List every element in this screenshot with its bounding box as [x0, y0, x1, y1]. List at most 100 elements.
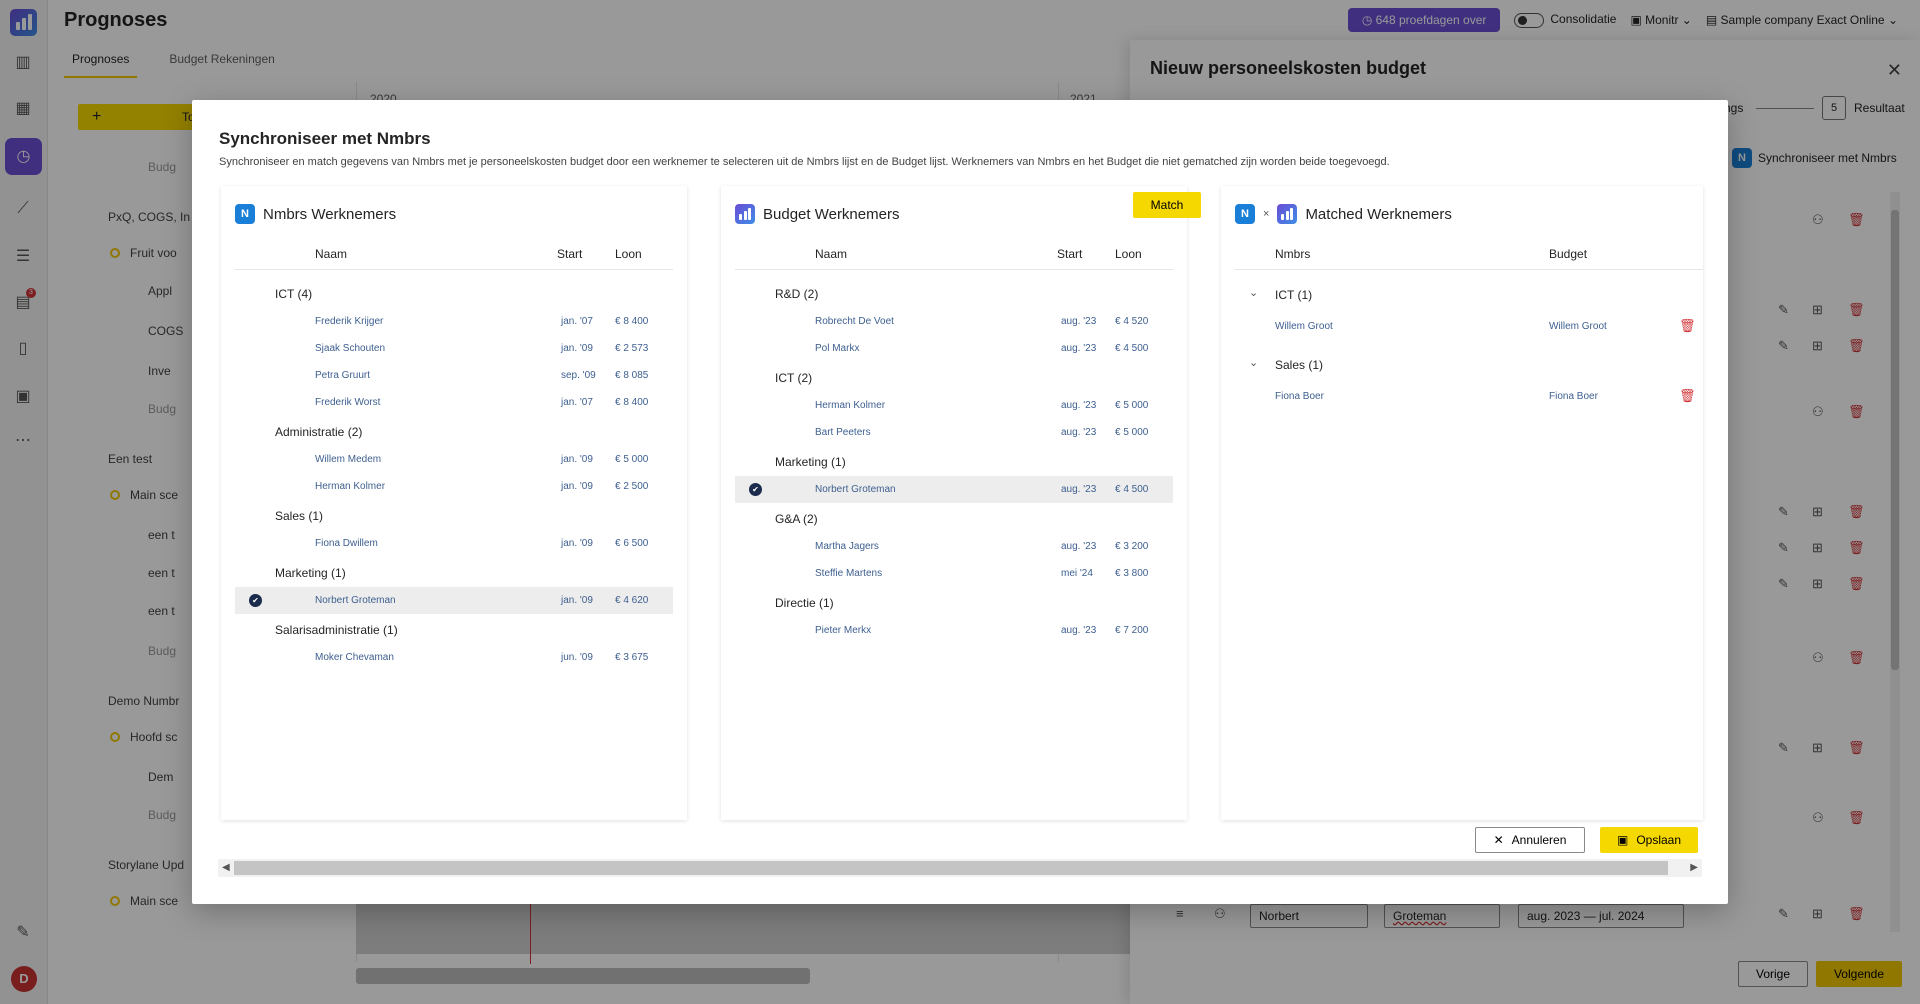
edit-icon[interactable]: ✎ [1778, 302, 1789, 317]
delete-icon[interactable]: 🗑 [1848, 302, 1865, 317]
delete-icon[interactable]: 🗑 [1679, 388, 1696, 403]
employee-row[interactable]: Moker Chevaman jun. '09 € 3 675 [235, 644, 673, 671]
tree-item[interactable]: Storylane Upd [108, 858, 185, 872]
tree-item[interactable]: Main sce [110, 488, 178, 502]
add-row-icon[interactable]: ⊞ [1812, 504, 1823, 519]
chart-icon[interactable]: ▥ [15, 54, 31, 71]
close-icon[interactable]: ✕ [1886, 60, 1902, 80]
tree-item[interactable]: Budg [148, 808, 177, 822]
edit-icon[interactable]: ✎ [1778, 540, 1789, 555]
group-header[interactable]: Marketing (1) [235, 557, 673, 587]
employee-row[interactable]: Herman Kolmer jan. '09 € 2 500 [235, 473, 673, 500]
employee-row[interactable]: Martha Jagers aug. '23 € 3 200 [735, 533, 1173, 560]
group-header[interactable]: Sales (1) [235, 500, 673, 530]
delete-icon[interactable]: 🗑 [1848, 650, 1865, 665]
previous-button[interactable]: Vorige [1738, 961, 1808, 987]
add-row-icon[interactable]: ⊞ [1812, 906, 1823, 921]
person-icon[interactable]: ⚇ [1812, 810, 1824, 825]
calculator-icon[interactable]: ▯ [18, 340, 28, 357]
edit-icon[interactable]: ✎ [1778, 504, 1789, 519]
tree-item[interactable]: Demo Numbr [108, 694, 180, 708]
add-row-icon[interactable]: ⊞ [1812, 338, 1823, 353]
employee-row[interactable]: Petra Gruurt sep. '09 € 8 085 [235, 362, 673, 389]
group-header[interactable]: ⌄ Sales (1) [1235, 348, 1703, 380]
add-row-icon[interactable]: ⊞ [1812, 302, 1823, 317]
gantt-scrollbar[interactable] [356, 968, 810, 984]
group-header[interactable]: G&A (2) [735, 503, 1173, 533]
next-button[interactable]: Volgende [1816, 961, 1902, 987]
employee-row[interactable]: Frederik Krijger jan. '07 € 8 400 [235, 308, 673, 335]
person-icon[interactable]: ⚇ [1812, 212, 1824, 227]
tree-item[interactable]: Dem [148, 770, 174, 784]
delete-icon[interactable]: 🗑 [1848, 906, 1865, 921]
step-5[interactable]: 5 [1822, 96, 1846, 120]
cancel-button[interactable]: ✕ Annuleren [1475, 827, 1585, 853]
add-row-icon[interactable]: ⊞ [1812, 740, 1823, 755]
employee-row[interactable]: Frederik Worst jan. '07 € 8 400 [235, 389, 673, 416]
tree-item[interactable]: een t [148, 566, 175, 580]
group-header[interactable]: R&D (2) [735, 278, 1173, 308]
employee-row[interactable]: Pieter Merkx aug. '23 € 7 200 [735, 617, 1173, 644]
add-row-icon[interactable]: ⊞ [1812, 540, 1823, 555]
delete-icon[interactable]: 🗑 [1848, 212, 1865, 227]
edit-icon[interactable]: ✎ [1778, 576, 1789, 591]
company-selector[interactable]: ▤ Sample company Exact Online ⌄ [1705, 13, 1898, 27]
tab-prognoses[interactable]: Prognoses [64, 52, 138, 78]
employee-row[interactable]: Willem Medem jan. '09 € 5 000 [235, 446, 673, 473]
tree-item[interactable]: PxQ, COGS, In [108, 210, 191, 224]
tree-item[interactable]: Budg [148, 402, 177, 416]
group-header[interactable]: Marketing (1) [735, 446, 1173, 476]
delete-icon[interactable]: 🗑 [1848, 740, 1865, 755]
app-logo[interactable] [10, 9, 37, 36]
group-header[interactable]: ICT (2) [735, 362, 1173, 392]
chevron-down-icon[interactable]: ⌄ [1249, 357, 1259, 369]
sync-nmbrs-link[interactable]: N Synchroniseer met Nmbrs [1732, 148, 1897, 168]
group-header[interactable]: Directie (1) [735, 587, 1173, 617]
forecast-icon[interactable]: ◷ [5, 138, 42, 175]
tree-item[interactable]: Appl [148, 284, 173, 298]
feedback-icon[interactable]: ✎ [16, 924, 30, 941]
more-icon[interactable]: ⋯ [15, 432, 31, 449]
horizontal-scrollbar[interactable]: ◀ ▶ [218, 859, 1702, 877]
employee-row[interactable]: Pol Markx aug. '23 € 4 500 [735, 335, 1173, 362]
tree-item[interactable]: Inve [148, 364, 171, 378]
save-button[interactable]: ▣ Opslaan [1600, 827, 1698, 853]
edit-icon[interactable]: ✎ [1778, 338, 1789, 353]
group-header[interactable]: ICT (4) [235, 278, 673, 308]
delete-icon[interactable]: 🗑 [1848, 404, 1865, 419]
match-button[interactable]: Match [1133, 192, 1201, 218]
tree-item[interactable]: COGS [148, 324, 184, 338]
tree-item[interactable]: Budg [148, 160, 177, 174]
employee-row[interactable]: Robrecht De Voet aug. '23 € 4 520 [735, 308, 1173, 335]
trial-badge[interactable]: ◷ 648 proefdagen over [1347, 8, 1501, 32]
delete-icon[interactable]: 🗑 [1848, 540, 1865, 555]
avatar[interactable]: D [11, 966, 37, 992]
user-menu[interactable]: ▣ Monitr ⌄ [1630, 13, 1692, 27]
tree-item[interactable]: Budg [148, 644, 177, 658]
chevron-down-icon[interactable]: ⌄ [1249, 287, 1259, 299]
last-name-field[interactable]: Groteman [1384, 904, 1500, 928]
tree-item[interactable]: Hoofd sc [110, 730, 177, 744]
calendar-icon[interactable]: ▤ [15, 294, 31, 311]
scrollbar-thumb[interactable] [234, 861, 1668, 875]
employee-row[interactable]: Bart Peeters aug. '23 € 5 000 [735, 419, 1173, 446]
delete-icon[interactable]: 🗑 [1679, 318, 1696, 333]
consolidation-toggle[interactable]: Consolidatie [1514, 12, 1616, 28]
edit-icon[interactable]: ✎ [1778, 906, 1789, 921]
person-icon[interactable]: ⚇ [1812, 404, 1824, 419]
scroll-left-icon[interactable]: ◀ [222, 862, 230, 873]
list-icon[interactable]: ☰ [15, 248, 31, 265]
toggle-switch[interactable] [1514, 12, 1545, 28]
add-row-icon[interactable]: ⊞ [1812, 576, 1823, 591]
tree-item[interactable]: een t [148, 528, 175, 542]
employee-row[interactable]: Fiona Dwillem jan. '09 € 6 500 [235, 530, 673, 557]
period-field[interactable]: aug. 2023 — jul. 2024 [1518, 904, 1684, 928]
group-header[interactable]: Administratie (2) [235, 416, 673, 446]
first-name-field[interactable]: Norbert [1250, 904, 1368, 928]
employee-row[interactable]: ✔ Norbert Groteman aug. '23 € 4 500 [735, 476, 1173, 503]
group-header[interactable]: Salarisadministratie (1) [235, 614, 673, 644]
delete-icon[interactable]: 🗑 [1848, 504, 1865, 519]
tree-item[interactable]: Main sce [110, 894, 178, 908]
tab-budget-rekeningen[interactable]: Budget Rekeningen [169, 52, 275, 66]
delete-icon[interactable]: 🗑 [1848, 810, 1865, 825]
